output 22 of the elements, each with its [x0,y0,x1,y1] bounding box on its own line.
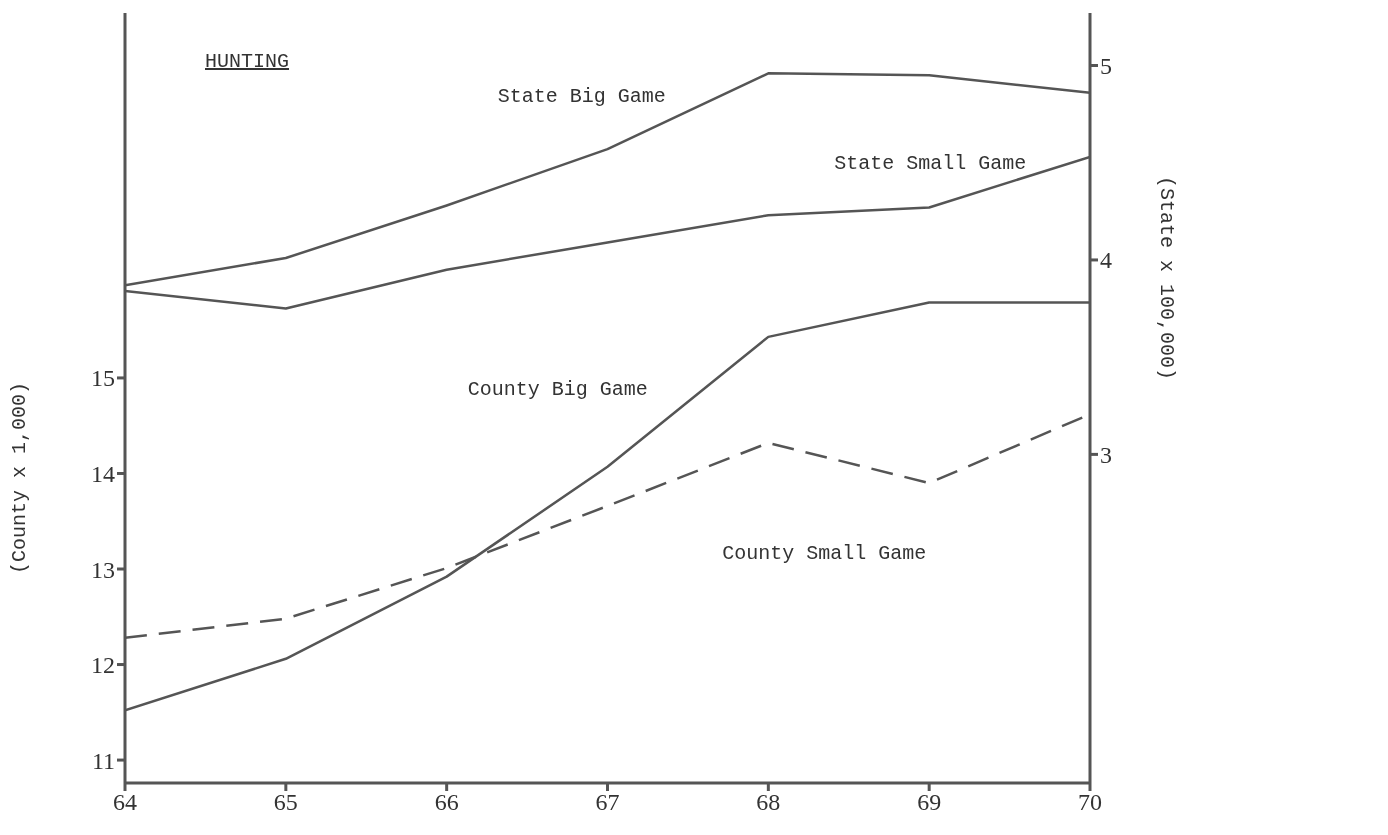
x-tick-label: 65 [273,789,298,816]
y-tick-label: 15 [91,365,115,392]
y-axis-title: (County x 1,000) [8,381,32,575]
x-tick-label: 69 [917,789,942,816]
text: HUNTING [205,50,290,73]
series-label: County Big Game [467,377,648,401]
x-tick-label: 64 [113,789,137,816]
y2-tick-label: 5 [1100,53,1112,80]
y-tick-label: 13 [91,556,115,583]
y2-tick-label: 3 [1100,441,1112,468]
y-tick-label: 14 [91,460,115,487]
y-tick-label: 12 [91,652,115,679]
series-label: State Small Game [834,151,1027,175]
series-label: State Big Game [497,84,666,108]
x-tick-label: 70 [1078,789,1102,816]
y2-tick-label: 4 [1100,247,1112,274]
text: County Small Game [722,542,927,566]
y2-axis-title: (State x 100,000) [1154,175,1178,381]
y-tick-label: 11 [91,747,115,774]
x-tick-label: 66 [434,789,459,816]
x-tick-label: 68 [756,789,781,816]
x-tick-label: 67 [595,789,620,816]
